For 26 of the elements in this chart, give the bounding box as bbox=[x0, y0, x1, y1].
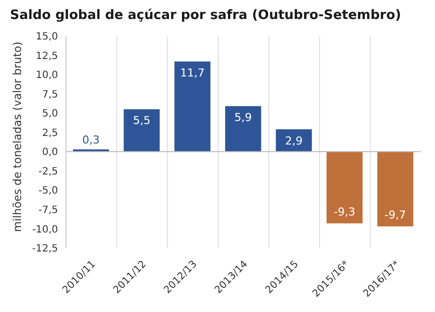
data-label: -9,3 bbox=[334, 205, 356, 218]
y-tick-label: -12,5 bbox=[32, 244, 58, 255]
bar bbox=[124, 109, 160, 152]
y-tick-label: 2,5 bbox=[42, 128, 58, 139]
data-label: 2,9 bbox=[285, 134, 303, 148]
y-tick-label: 15,0 bbox=[36, 32, 58, 43]
bar bbox=[225, 106, 262, 152]
data-label: -9,7 bbox=[384, 208, 406, 222]
bar bbox=[174, 61, 210, 152]
y-tick-label: -10,0 bbox=[32, 224, 58, 236]
y-tick-label: 5,0 bbox=[42, 108, 58, 120]
y-axis-title: milhões de toneladas (valor bruto) bbox=[10, 42, 24, 232]
y-tick-label: -2,5 bbox=[38, 166, 58, 178]
y-tick-label: -5,0 bbox=[38, 186, 58, 197]
y-tick-label: 12,5 bbox=[36, 50, 58, 62]
y-tick-label: 10,0 bbox=[36, 70, 58, 82]
y-tick-label: -7,5 bbox=[38, 205, 58, 216]
data-label: 11,7 bbox=[180, 66, 205, 80]
y-tick-label: 0,0 bbox=[42, 147, 58, 158]
data-label: 5,5 bbox=[132, 114, 150, 128]
bar bbox=[326, 152, 363, 224]
bar bbox=[377, 152, 414, 226]
data-label: 0,3 bbox=[82, 133, 100, 146]
chart-title: Saldo global de açúcar por safra (Outubro-Setembro) bbox=[9, 8, 402, 25]
y-tick-label: 7,5 bbox=[42, 89, 58, 100]
data-label: 5,9 bbox=[234, 111, 252, 124]
